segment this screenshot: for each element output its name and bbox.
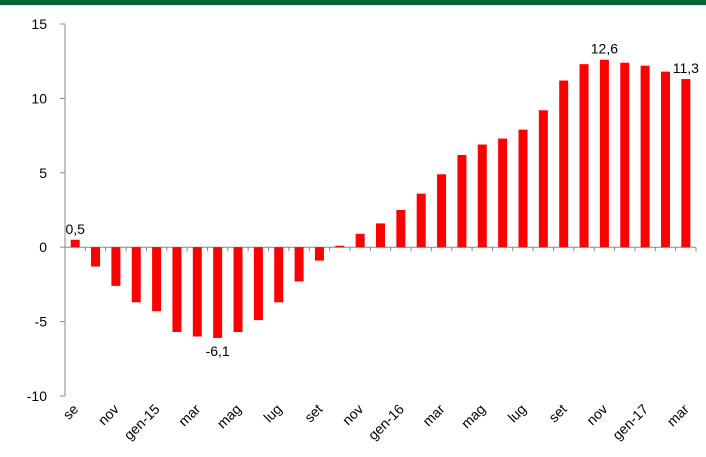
bar <box>213 247 223 338</box>
bar <box>274 247 284 303</box>
bar <box>620 62 630 248</box>
bar <box>131 247 141 303</box>
x-tick-label: nov <box>583 401 610 428</box>
data-label: -6,1 <box>206 343 230 359</box>
bar <box>538 110 548 248</box>
y-tick-label: -5 <box>35 314 48 330</box>
x-tick-label: mag <box>458 401 489 432</box>
bar <box>152 247 162 312</box>
bar <box>314 247 324 261</box>
y-tick-label: 10 <box>31 90 47 106</box>
y-tick-label: 0 <box>39 239 47 255</box>
x-tick-label: mar <box>664 401 693 430</box>
bar <box>437 174 447 248</box>
bar <box>457 154 467 248</box>
bar <box>233 247 243 333</box>
x-tick-label: set <box>545 401 570 426</box>
bar <box>70 239 80 248</box>
data-label: 0,5 <box>65 221 85 237</box>
bar <box>579 64 589 248</box>
bar <box>376 223 385 248</box>
y-tick-label: 5 <box>39 165 47 181</box>
x-tick-label: nov <box>339 401 366 428</box>
x-tick-label: mar <box>175 401 204 430</box>
bar <box>253 247 263 321</box>
x-tick-label: set <box>301 401 326 426</box>
bar <box>681 79 691 248</box>
x-tick-label: lug <box>260 401 285 426</box>
y-tick-label: 15 <box>31 16 47 32</box>
data-label: 12,6 <box>591 41 618 57</box>
bar <box>640 65 650 248</box>
bar <box>335 245 345 248</box>
bar <box>111 247 121 286</box>
x-tick-label: nov <box>95 401 122 428</box>
header-bar <box>0 0 706 5</box>
x-tick-label: gen-16 <box>365 401 407 443</box>
bar <box>477 144 487 248</box>
bar <box>172 247 182 333</box>
x-tick-label: lug <box>505 401 530 426</box>
bar <box>355 233 365 248</box>
bar <box>599 59 609 248</box>
bar <box>559 80 569 248</box>
x-tick-label: gen-17 <box>609 401 651 443</box>
x-tick-label: se <box>60 401 82 423</box>
bar <box>660 71 670 248</box>
y-tick-label: -10 <box>27 388 47 404</box>
bar <box>91 247 101 267</box>
x-tick-label: mag <box>214 401 245 432</box>
bar <box>396 210 406 248</box>
bar <box>192 247 202 337</box>
bar <box>416 193 426 248</box>
bar <box>498 138 508 248</box>
bar <box>294 247 304 282</box>
data-label: 11,3 <box>673 60 699 76</box>
x-tick-label: mar <box>419 401 448 430</box>
bar <box>518 129 528 248</box>
x-tick-label: gen-15 <box>121 401 163 443</box>
